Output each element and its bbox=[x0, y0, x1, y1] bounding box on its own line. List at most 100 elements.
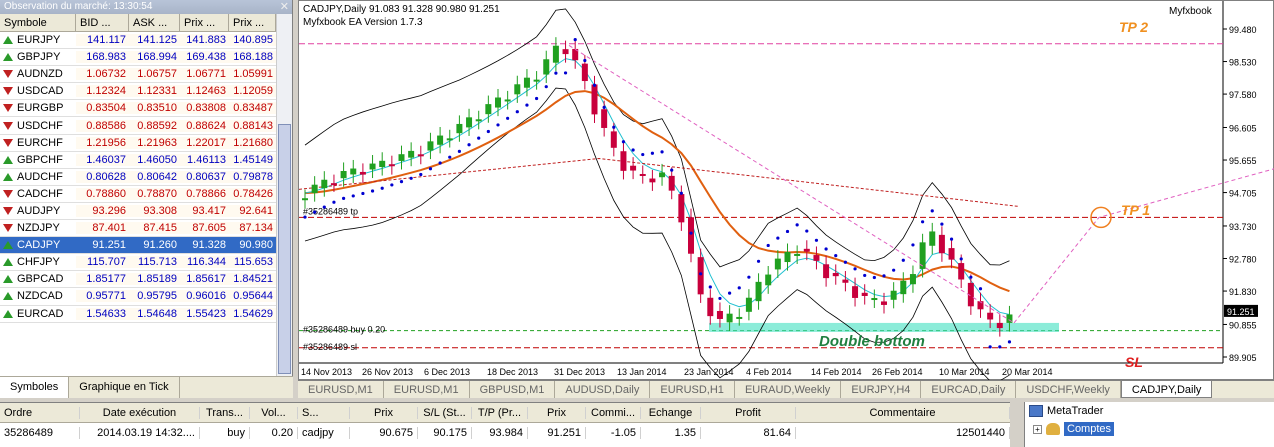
close-icon[interactable]: ✕ bbox=[279, 1, 289, 13]
terminal-column-header[interactable]: Date exécution bbox=[80, 406, 200, 419]
symbol-low: 0.79878 bbox=[229, 170, 276, 183]
symbol-high: 91.328 bbox=[180, 239, 229, 252]
tab-symbols[interactable]: Symboles bbox=[0, 377, 70, 398]
terminal-cell: 93.984 bbox=[472, 427, 528, 439]
symbol-row-eurchf[interactable]: EURCHF 1.21956 1.21963 1.22017 1.21680 bbox=[0, 135, 292, 152]
terminal-column-header[interactable]: Prix bbox=[528, 406, 586, 419]
symbol-bid: 1.85177 bbox=[76, 273, 129, 286]
chart-tab[interactable]: EURUSD,H1 bbox=[650, 381, 735, 398]
symbol-high: 1.85617 bbox=[180, 273, 229, 286]
tab-tick-chart[interactable]: Graphique en Tick bbox=[69, 377, 180, 398]
symbol-row-audchf[interactable]: AUDCHF 0.80628 0.80642 0.80637 0.79878 bbox=[0, 169, 292, 186]
chart-tab[interactable]: AUDUSD,Daily bbox=[555, 381, 651, 398]
psar-dot bbox=[303, 215, 307, 219]
candle-body bbox=[581, 63, 588, 82]
terminal-column-header[interactable]: Vol... bbox=[250, 406, 298, 419]
terminal-column-header[interactable]: S/L (St... bbox=[418, 406, 472, 419]
symbol-row-audnzd[interactable]: AUDNZD 1.06732 1.06757 1.06771 1.05991 bbox=[0, 66, 292, 84]
navigator-accounts[interactable]: + Comptes bbox=[1025, 420, 1274, 438]
terminal-column-header[interactable]: Prix bbox=[350, 406, 418, 419]
arrow-up-icon bbox=[3, 292, 13, 301]
candle-body bbox=[408, 150, 415, 158]
sma-line bbox=[299, 157, 1020, 207]
chart-title: CADJPY,Daily 91.083 91.328 90.980 91.251 bbox=[303, 4, 500, 15]
chart-window[interactable]: 99.480 98.530 97.580 96.605 95.655 94.705 93.7… bbox=[298, 0, 1274, 381]
psar-dot bbox=[563, 71, 568, 75]
terminal-column-header[interactable]: S... bbox=[298, 406, 350, 419]
symbol-row-gbpjpy[interactable]: GBPJPY 168.983 168.994 169.438 168.188 bbox=[0, 49, 292, 67]
arrow-up-icon bbox=[3, 36, 13, 45]
scrollbar[interactable] bbox=[276, 14, 292, 376]
expand-icon[interactable]: + bbox=[1033, 424, 1042, 434]
chart-tab[interactable]: GBPUSD,M1 bbox=[470, 381, 556, 398]
psar-dot bbox=[399, 180, 404, 184]
psar-dot bbox=[834, 254, 838, 258]
price-label: 98.530 bbox=[1229, 58, 1257, 68]
candle-body bbox=[369, 163, 376, 170]
symbol-row-cadjpy[interactable]: CADJPY 91.251 91.260 91.328 90.980 bbox=[0, 237, 292, 255]
symbol-row-eurcad[interactable]: EURCAD 1.54633 1.54648 1.55423 1.54629 bbox=[0, 306, 292, 323]
symbol-row-cadchf[interactable]: CADCHF 0.78860 0.78870 0.78866 0.78426 bbox=[0, 186, 292, 203]
terminal-column-header[interactable]: Commentaire bbox=[796, 406, 1010, 419]
table-row[interactable]: 35286489 2014.03.19 14:32.... buy 0.20 cadjp… bbox=[0, 423, 1010, 443]
chart-tab[interactable]: EURUSD,M1 bbox=[384, 381, 470, 398]
price-chart[interactable]: 99.480 98.530 97.580 96.605 95.655 94.705 93.7… bbox=[299, 1, 1274, 381]
candle-body bbox=[967, 282, 974, 307]
candle-body bbox=[620, 151, 627, 171]
symbol-low: 1.05991 bbox=[229, 68, 276, 81]
column-bid[interactable]: BID ... bbox=[76, 14, 129, 31]
symbol-bid: 115.707 bbox=[76, 256, 129, 269]
candle-body bbox=[495, 97, 501, 108]
psar-dot bbox=[457, 149, 461, 153]
tp1-annotation: TP 1 bbox=[1121, 202, 1150, 218]
terminal-column-header[interactable]: T/P (Pr... bbox=[472, 406, 528, 419]
trend-line bbox=[568, 45, 1015, 324]
symbol-low: 1.12059 bbox=[229, 85, 276, 98]
terminal-column-header[interactable]: Commi... bbox=[586, 406, 641, 419]
terminal-column-header[interactable]: Profit bbox=[701, 406, 796, 419]
psar-dot bbox=[882, 274, 886, 278]
scrollbar-thumb[interactable] bbox=[278, 124, 291, 374]
terminal-column-header[interactable]: Echange bbox=[641, 406, 701, 419]
double-bottom-zone bbox=[709, 322, 1059, 332]
psar-dot bbox=[766, 243, 770, 248]
column-ask[interactable]: ASK ... bbox=[129, 14, 180, 31]
symbol-row-gbpchf[interactable]: GBPCHF 1.46037 1.46050 1.46113 1.45149 bbox=[0, 152, 292, 169]
arrow-down-icon bbox=[3, 104, 13, 113]
psar-dot bbox=[747, 275, 751, 279]
psar-dot bbox=[554, 71, 558, 75]
symbol-row-eurgbp[interactable]: EURGBP 0.83504 0.83510 0.83808 0.83487 bbox=[0, 100, 292, 118]
symbol-row-usdcad[interactable]: USDCAD 1.12324 1.12331 1.12463 1.12059 bbox=[0, 83, 292, 101]
chart-tab[interactable]: EURAUD,Weekly bbox=[735, 381, 842, 398]
date-label: 26 Nov 2013 bbox=[362, 367, 413, 377]
symbol-row-usdchf[interactable]: USDCHF 0.88586 0.88592 0.88624 0.88143 bbox=[0, 117, 292, 135]
ema-line bbox=[304, 90, 1010, 293]
chart-tab[interactable]: EURCAD,Daily bbox=[921, 381, 1017, 398]
chart-tab[interactable]: USDCHF,Weekly bbox=[1016, 381, 1121, 398]
symbol-name: GBPCHF bbox=[17, 153, 63, 166]
symbol-row-chfjpy[interactable]: CHFJPY 115.707 115.713 116.344 115.653 bbox=[0, 254, 292, 272]
symbol-row-nzdcad[interactable]: NZDCAD 0.95771 0.95795 0.96016 0.95644 bbox=[0, 288, 292, 306]
chart-tab[interactable]: EURJPY,H4 bbox=[841, 381, 922, 398]
column-high[interactable]: Prix ... bbox=[180, 14, 229, 31]
symbol-high: 0.78866 bbox=[180, 187, 229, 200]
chart-tab[interactable]: EURUSD,M1 bbox=[298, 381, 384, 398]
arrow-down-icon bbox=[3, 87, 13, 96]
column-low[interactable]: Prix ... bbox=[229, 14, 276, 31]
symbol-row-audjpy[interactable]: AUDJPY 93.296 93.308 93.417 92.641 bbox=[0, 203, 292, 221]
psar-dot bbox=[409, 176, 413, 180]
candle-body bbox=[987, 312, 994, 320]
price-label: 97.580 bbox=[1229, 90, 1257, 100]
terminal-column-header[interactable]: Ordre bbox=[0, 406, 80, 419]
psar-dot bbox=[448, 155, 452, 159]
symbol-row-eurjpy[interactable]: EURJPY 141.117 141.125 141.883 140.895 bbox=[0, 32, 292, 50]
column-symbol[interactable]: Symbole bbox=[0, 14, 76, 31]
symbol-row-gbpcad[interactable]: GBPCAD 1.85177 1.85189 1.85617 1.84521 bbox=[0, 271, 292, 289]
candle-body bbox=[707, 297, 714, 317]
symbol-row-nzdjpy[interactable]: NZDJPY 87.401 87.415 87.605 87.134 bbox=[0, 220, 292, 238]
candle-body bbox=[784, 252, 791, 263]
chart-tab[interactable]: CADJPY,Daily bbox=[1120, 381, 1213, 398]
candle-body bbox=[427, 141, 434, 151]
terminal-column-header[interactable]: Trans... bbox=[200, 406, 250, 419]
navigator-root[interactable]: MetaTrader bbox=[1025, 402, 1274, 420]
